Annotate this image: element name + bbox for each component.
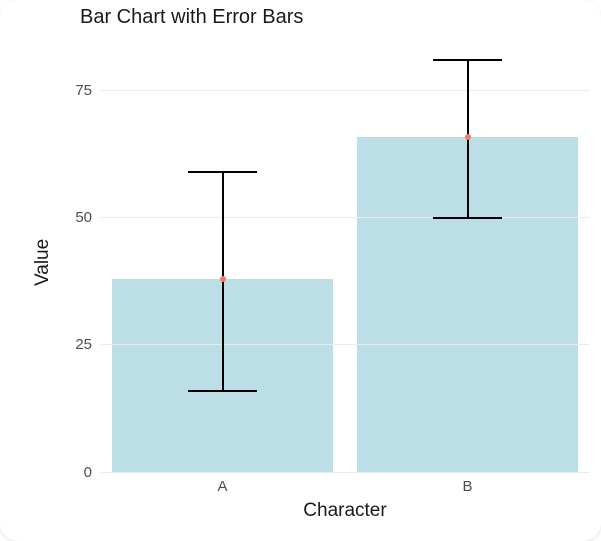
errorbar-cap-bottom [433,217,502,219]
x-tick-label: A [203,478,243,495]
gridline [100,344,590,345]
errorbar-cap-top [433,59,502,61]
errorbar-cap-top [188,171,257,173]
chart-title: Bar Chart with Error Bars [80,6,303,29]
gridline [100,217,590,218]
x-tick-label: B [448,478,488,495]
gridline [100,472,590,473]
errorbar-cap-bottom [188,390,257,392]
mean-point [465,134,471,140]
mean-point [220,276,226,282]
chart-card: Bar Chart with Error Bars 0 25 50 75 A B Val… [0,0,601,541]
gridline [100,90,590,91]
y-axis-label: Value [32,239,54,286]
y-tick-label: 25 [52,336,92,353]
y-tick-label: 75 [52,82,92,99]
y-tick-label: 0 [52,464,92,481]
y-tick-label: 50 [52,209,92,226]
x-axis-label: Character [100,500,590,522]
